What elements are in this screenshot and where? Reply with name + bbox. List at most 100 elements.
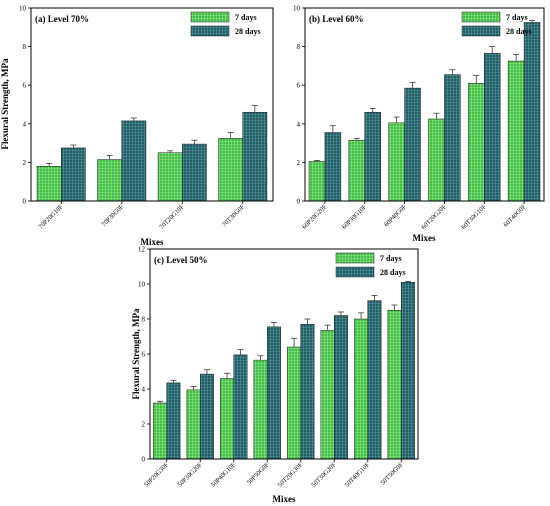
plot-frame — [304, 7, 545, 202]
y-tick-label: 12 — [138, 246, 146, 254]
bar-28days — [334, 315, 348, 460]
bar-7days — [308, 161, 326, 202]
bar-7days — [287, 346, 302, 460]
y-tick-label: 4 — [23, 120, 27, 128]
chart-title: (a) Level 70% — [35, 14, 89, 24]
x-tick-label: 60P20G20F — [301, 203, 328, 230]
legend-swatch-7days — [335, 252, 375, 264]
x-tick-label: 50T20G30F — [277, 461, 305, 489]
x-axis-label: Mixes — [273, 494, 296, 504]
bar-7days — [428, 118, 445, 202]
legend-label: 28 days — [506, 27, 532, 36]
legend-label: 28 days — [380, 268, 406, 277]
y-tick-label: 2 — [142, 421, 146, 429]
bar-28days — [166, 382, 181, 460]
legend-label: 7 days — [235, 13, 257, 22]
plot-frame — [149, 248, 419, 460]
chart-panel-2: 0 2 4 6 8 10 12 50P20G30F 50P30G20F 50P40G10F 50P5… — [131, 246, 419, 504]
chart-panel-0: 0 2 4 6 8 10 70P20G10F 70P30G0F 70T20G10F 70T30G0… — [0, 5, 274, 247]
y-tick-label: 10 — [19, 5, 27, 13]
legend-label: 28 days — [235, 27, 261, 36]
bar-7days — [507, 60, 525, 202]
plot-frame — [30, 7, 274, 202]
bar-28days — [484, 53, 501, 202]
x-tick-label: 60T30G10F — [460, 203, 488, 231]
bar-7days — [320, 330, 335, 460]
x-tick-label: 50P50G0F — [246, 461, 271, 486]
chart-title: (c) Level 50% — [154, 255, 207, 265]
bar-7days — [97, 159, 123, 202]
bar-28days — [367, 300, 382, 460]
bar-7days — [354, 318, 369, 460]
x-tick-label: 70P20G10F — [37, 203, 64, 230]
chart-title: (b) Level 60% — [309, 14, 364, 24]
x-tick-label: 50P20G30F — [143, 461, 170, 488]
legend-swatch-7days — [190, 11, 230, 23]
bar-7days — [387, 310, 402, 460]
bar-28days — [61, 147, 86, 202]
bar-28days — [300, 324, 315, 460]
x-axis-label: Mixes — [141, 237, 164, 247]
y-tick-label: 0 — [142, 456, 146, 464]
x-tick-label: 50T50G0F — [380, 461, 405, 486]
bar-28days — [242, 111, 268, 202]
legend-label: 7 days — [380, 254, 402, 263]
bar-7days — [348, 139, 366, 202]
y-tick-label: 2 — [297, 159, 301, 167]
y-tick-label: 0 — [297, 198, 301, 206]
bar-28days — [444, 74, 461, 202]
bar-7days — [220, 378, 235, 460]
bar-28days — [267, 326, 281, 460]
bar-7days — [468, 83, 485, 202]
legend-swatch-28days — [461, 25, 501, 37]
bar-28days — [200, 373, 214, 460]
bar-7days — [253, 359, 268, 460]
bar-7days — [157, 152, 183, 202]
y-axis-label: Flexural Strength, MPa — [131, 308, 141, 400]
bar-7days — [388, 122, 405, 202]
y-axis-label: Flexural Strength, MPa — [0, 58, 10, 150]
x-tick-label: 70T30G0F — [221, 203, 246, 228]
legend-swatch-28days — [190, 25, 230, 37]
bar-7days — [153, 402, 168, 460]
x-tick-label: 50T30G20F — [310, 461, 338, 489]
bar-28days — [364, 111, 381, 202]
bar-28days — [523, 22, 541, 202]
x-tick-label: 70P30G0F — [100, 203, 125, 228]
x-tick-label: 50T40G10F — [344, 461, 372, 489]
bar-28days — [404, 87, 421, 202]
bar-28days — [182, 143, 207, 202]
bar-28days — [324, 132, 342, 202]
bar-28days — [401, 282, 415, 460]
legend-label: 7 days — [506, 13, 528, 22]
legend-swatch-28days — [335, 266, 375, 278]
x-tick-label: 60P30G10F — [341, 203, 368, 230]
y-tick-label: 0 — [23, 198, 27, 206]
y-tick-label: 2 — [23, 159, 27, 167]
x-tick-label: 60T40G0F — [502, 203, 527, 228]
y-tick-label: 10 — [138, 281, 146, 289]
bar-7days — [186, 389, 201, 460]
y-tick-label: 6 — [142, 351, 146, 359]
bar-28days — [233, 354, 248, 460]
bar-28days — [121, 120, 147, 202]
x-tick-label: 50P30G20F — [176, 461, 203, 488]
legend-swatch-7days — [461, 11, 501, 23]
y-tick-label: 4 — [297, 120, 301, 128]
x-tick-label: 60T20G20F — [420, 203, 448, 231]
y-tick-label: 6 — [297, 82, 301, 90]
y-tick-label: 4 — [142, 386, 146, 394]
y-tick-label: 8 — [297, 43, 301, 51]
x-tick-label: 70T20G10F — [158, 203, 186, 231]
y-tick-label: 8 — [142, 316, 146, 324]
x-tick-label: 60P40G0F — [383, 203, 408, 228]
y-tick-label: 10 — [293, 5, 301, 13]
x-axis-label: Mixes — [413, 233, 436, 243]
chart-panel-1: 0 2 4 6 8 10 60P20G20F 60P30G10F 60P40G0F 60T20G2… — [293, 5, 545, 243]
y-tick-label: 6 — [23, 82, 27, 90]
x-tick-label: 50P40G10F — [210, 461, 237, 488]
bar-7days — [218, 138, 244, 202]
bar-7days — [36, 166, 62, 202]
y-tick-label: 8 — [23, 43, 27, 51]
